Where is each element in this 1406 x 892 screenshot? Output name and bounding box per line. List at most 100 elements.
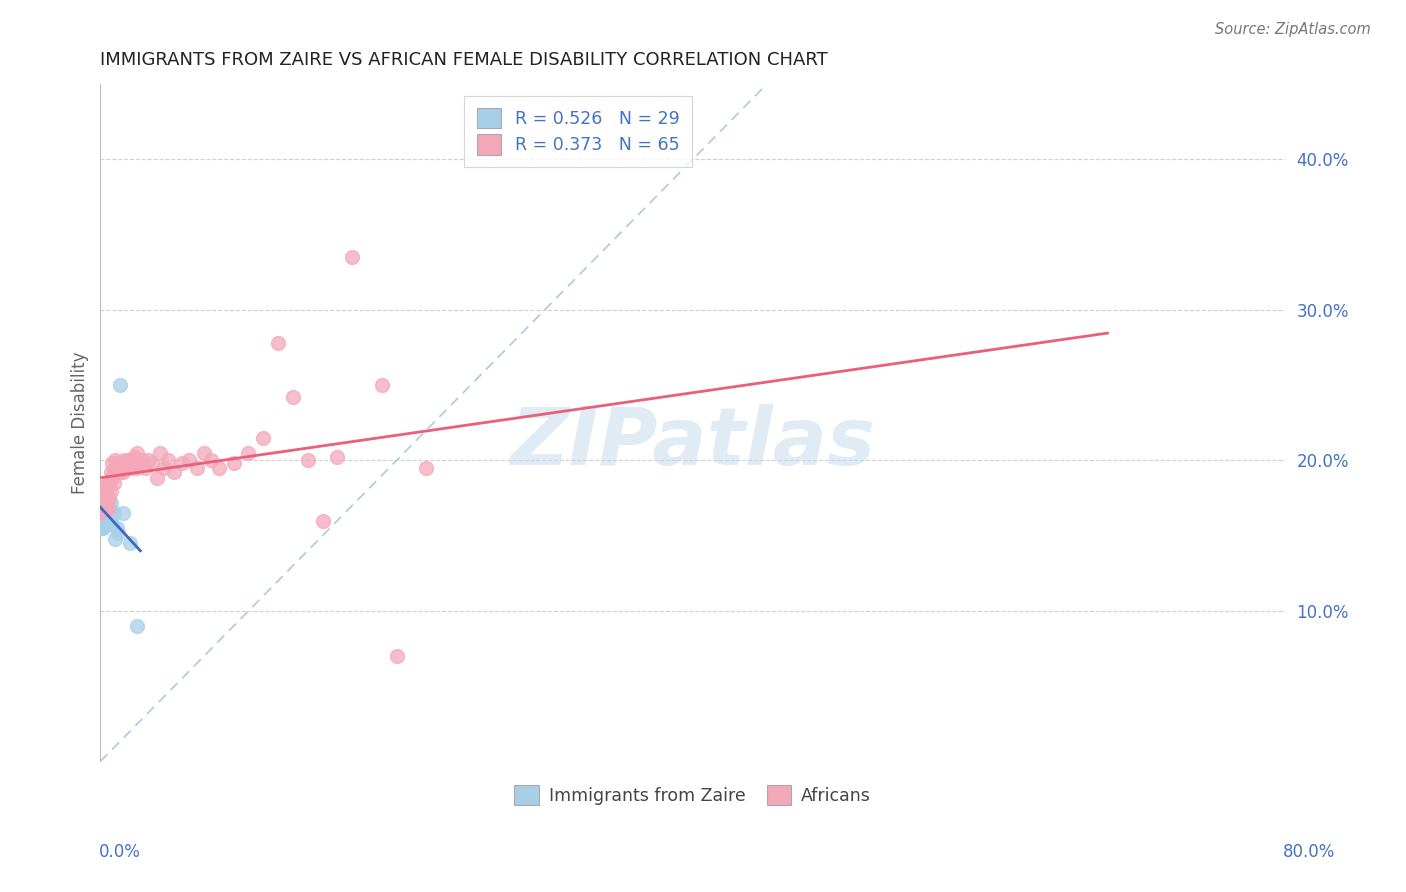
Text: ZIPatlas: ZIPatlas: [510, 404, 876, 482]
Point: [127, 446, 149, 460]
Point: [89, 514, 111, 528]
Point: [91, 481, 114, 495]
Point: [98, 475, 121, 490]
Point: [385, 649, 408, 664]
Point: [252, 431, 274, 445]
Point: [104, 532, 127, 546]
Point: [222, 457, 245, 471]
Point: [96, 483, 118, 498]
Point: [186, 461, 208, 475]
Point: [89, 499, 111, 513]
Point: [238, 446, 260, 460]
Y-axis label: Female Disability: Female Disability: [72, 351, 89, 494]
Point: [90, 506, 112, 520]
Point: [98, 501, 121, 516]
Point: [90, 495, 112, 509]
Point: [91, 510, 114, 524]
Point: [103, 466, 125, 480]
Legend: Immigrants from Zaire, Africans: Immigrants from Zaire, Africans: [506, 776, 880, 814]
Point: [90, 499, 112, 513]
Point: [97, 475, 120, 490]
Point: [105, 521, 128, 535]
Point: [97, 514, 120, 528]
Point: [96, 514, 118, 528]
Point: [153, 461, 176, 475]
Point: [120, 453, 142, 467]
Point: [108, 466, 131, 480]
Point: [340, 250, 363, 264]
Point: [311, 514, 333, 528]
Point: [267, 336, 290, 351]
Point: [122, 457, 145, 471]
Point: [98, 491, 121, 505]
Point: [111, 506, 134, 520]
Text: 80.0%: 80.0%: [1284, 843, 1336, 861]
Point: [91, 521, 114, 535]
Point: [111, 466, 134, 480]
Point: [179, 453, 201, 467]
Point: [141, 457, 163, 471]
Point: [96, 501, 118, 516]
Point: [297, 453, 319, 467]
Point: [281, 390, 304, 404]
Point: [94, 516, 117, 531]
Point: [371, 378, 394, 392]
Point: [127, 619, 149, 633]
Point: [98, 516, 121, 531]
Point: [108, 378, 131, 392]
Point: [101, 457, 124, 471]
Point: [101, 471, 124, 485]
Point: [105, 461, 128, 475]
Point: [163, 466, 186, 480]
Point: [97, 495, 120, 509]
Point: [96, 495, 118, 509]
Point: [115, 461, 138, 475]
Point: [145, 471, 167, 485]
Point: [89, 506, 111, 520]
Point: [107, 457, 129, 471]
Point: [103, 475, 125, 490]
Text: 0.0%: 0.0%: [98, 843, 141, 861]
Point: [90, 483, 112, 498]
Point: [110, 457, 132, 471]
Point: [136, 453, 159, 467]
Point: [208, 461, 231, 475]
Point: [89, 506, 111, 520]
Point: [103, 506, 125, 520]
Point: [91, 501, 114, 516]
Point: [89, 521, 111, 535]
Point: [128, 457, 150, 471]
Point: [114, 457, 136, 471]
Point: [91, 491, 114, 505]
Point: [104, 453, 127, 467]
Point: [100, 506, 122, 520]
Point: [94, 499, 117, 513]
Point: [118, 536, 141, 550]
Point: [326, 450, 349, 465]
Point: [131, 453, 153, 467]
Point: [90, 521, 112, 535]
Point: [94, 506, 117, 520]
Point: [200, 453, 222, 467]
Point: [104, 461, 127, 475]
Point: [97, 501, 120, 516]
Point: [415, 461, 437, 475]
Point: [193, 446, 215, 460]
Point: [117, 453, 139, 467]
Point: [170, 457, 193, 471]
Point: [118, 461, 141, 475]
Point: [94, 501, 117, 516]
Point: [100, 495, 122, 509]
Point: [101, 516, 124, 531]
Point: [107, 525, 129, 540]
Point: [125, 461, 148, 475]
Point: [100, 466, 122, 480]
Point: [149, 446, 172, 460]
Point: [124, 450, 146, 465]
Point: [94, 486, 117, 500]
Point: [157, 453, 180, 467]
Text: Source: ZipAtlas.com: Source: ZipAtlas.com: [1215, 22, 1371, 37]
Text: IMMIGRANTS FROM ZAIRE VS AFRICAN FEMALE DISABILITY CORRELATION CHART: IMMIGRANTS FROM ZAIRE VS AFRICAN FEMALE …: [100, 51, 828, 69]
Point: [134, 461, 156, 475]
Point: [100, 483, 122, 498]
